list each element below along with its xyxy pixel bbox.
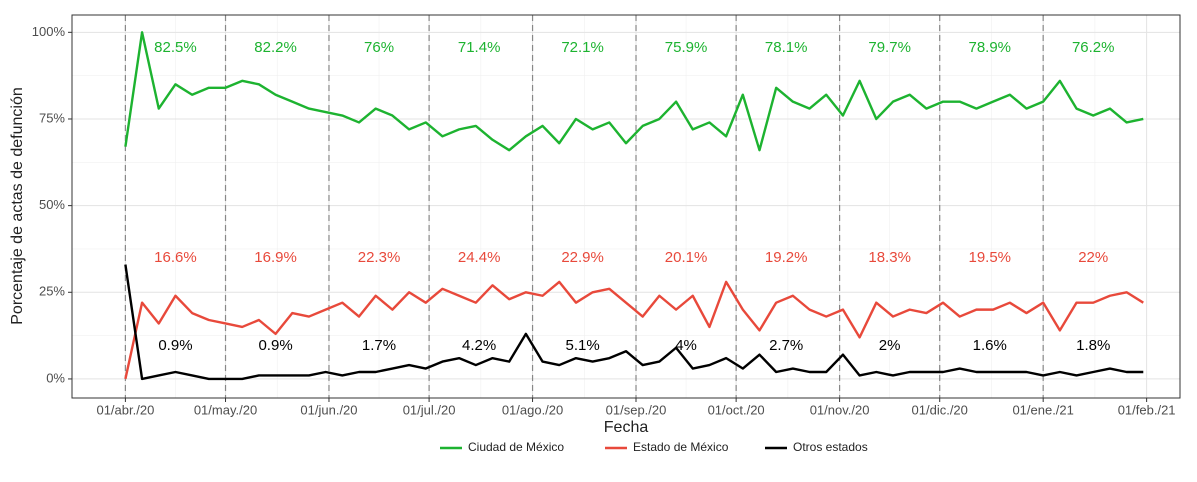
x-tick-label: 01/nov./20 — [810, 402, 870, 417]
monthly-label: 76.2% — [1072, 39, 1115, 56]
x-tick-label: 01/dic./20 — [912, 402, 968, 417]
monthly-label: 19.5% — [968, 249, 1011, 266]
monthly-label: 0.9% — [158, 337, 192, 354]
legend-label: Estado de México — [633, 440, 729, 454]
monthly-label: 5.1% — [566, 337, 600, 354]
monthly-label: 22% — [1078, 249, 1108, 266]
monthly-label: 22.9% — [561, 249, 604, 266]
y-tick-label: 50% — [39, 197, 65, 212]
monthly-label: 24.4% — [458, 249, 501, 266]
monthly-label: 76% — [364, 39, 394, 56]
monthly-label: 2% — [879, 337, 901, 354]
x-tick-label: 01/ago./20 — [502, 402, 563, 417]
monthly-label: 72.1% — [561, 39, 604, 56]
x-tick-label: 01/feb./21 — [1118, 402, 1176, 417]
monthly-label: 4% — [675, 337, 697, 354]
y-tick-label: 25% — [39, 284, 65, 299]
monthly-label: 71.4% — [458, 39, 501, 56]
legend-label: Otros estados — [793, 440, 868, 454]
x-tick-label: 01/abr./20 — [96, 402, 154, 417]
x-tick-label: 01/may./20 — [194, 402, 257, 417]
monthly-label: 75.9% — [665, 39, 708, 56]
series-line — [124, 280, 1144, 380]
monthly-label: 4.2% — [462, 337, 496, 354]
y-tick-label: 0% — [46, 370, 65, 385]
series-line — [124, 264, 1144, 381]
y-axis-title: Porcentaje de actas de defunción — [9, 87, 26, 325]
monthly-label: 2.7% — [769, 337, 803, 354]
monthly-label: 16.9% — [254, 249, 297, 266]
monthly-label: 78.9% — [968, 39, 1011, 56]
monthly-label: 0.9% — [258, 337, 292, 354]
monthly-label: 79.7% — [868, 39, 911, 56]
y-tick-label: 100% — [32, 24, 66, 39]
plot-border — [71, 14, 1181, 399]
x-axis-title: Fecha — [604, 419, 649, 436]
monthly-label: 1.6% — [973, 337, 1007, 354]
monthly-label: 18.3% — [868, 249, 911, 266]
monthly-label: 82.5% — [154, 39, 197, 56]
monthly-label: 78.1% — [765, 39, 808, 56]
x-tick-label: 01/jun./20 — [300, 402, 357, 417]
x-tick-label: 01/ene./21 — [1012, 402, 1073, 417]
monthly-label: 19.2% — [765, 249, 808, 266]
y-tick-label: 75% — [39, 110, 65, 125]
legend-label: Ciudad de México — [468, 440, 564, 454]
x-tick-label: 01/sep./20 — [606, 402, 667, 417]
monthly-label: 82.2% — [254, 39, 297, 56]
x-tick-label: 01/jul./20 — [403, 402, 456, 417]
monthly-label: 1.7% — [362, 337, 396, 354]
x-tick-label: 01/oct./20 — [708, 402, 765, 417]
series-line — [124, 31, 1144, 152]
monthly-label: 1.8% — [1076, 337, 1110, 354]
monthly-label: 16.6% — [154, 249, 197, 266]
monthly-label: 20.1% — [665, 249, 708, 266]
monthly-label: 22.3% — [358, 249, 401, 266]
